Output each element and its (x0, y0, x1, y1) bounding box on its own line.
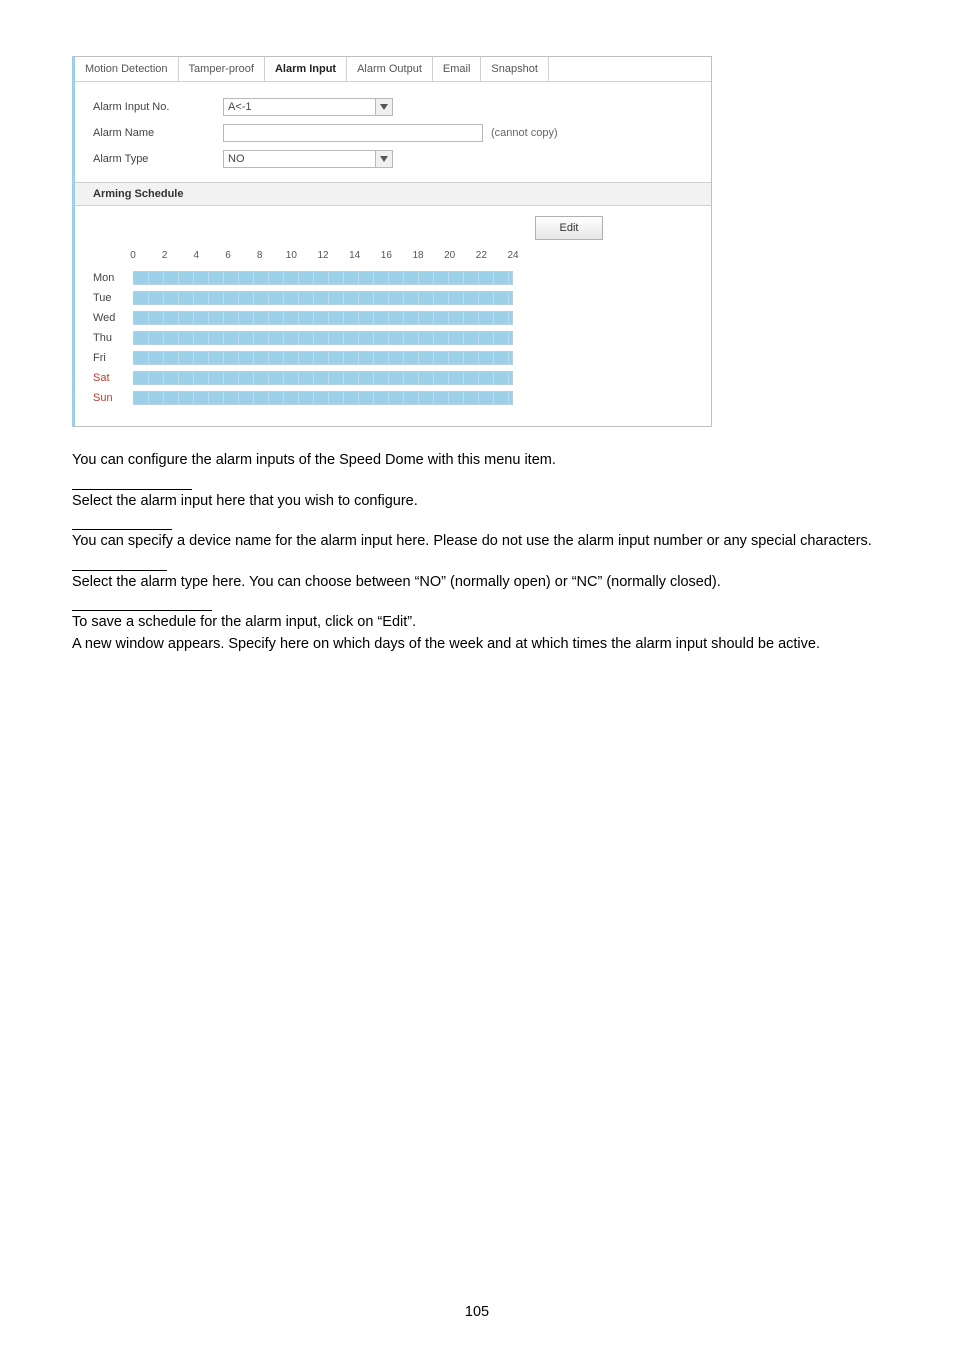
select-alarm-type-value: NO (228, 153, 245, 165)
day-label-wed: Wed (93, 308, 129, 328)
edit-button[interactable]: Edit (535, 216, 603, 240)
schedule-bar-sat[interactable] (133, 368, 513, 388)
hour-tick: 2 (162, 250, 168, 261)
chevron-down-icon (375, 151, 392, 167)
hour-tick: 16 (381, 250, 392, 261)
schedule-area: Edit 024681012141618202224 Mon Tue Wed T… (75, 206, 711, 426)
day-label-mon: Mon (93, 268, 129, 288)
section-rule (72, 529, 172, 530)
input-alarm-name[interactable] (223, 124, 483, 142)
schedule-bar-sun[interactable] (133, 388, 513, 408)
select-alarm-type[interactable]: NO (223, 150, 393, 168)
hour-tick: 6 (225, 250, 231, 261)
tab-alarm-output[interactable]: Alarm Output (347, 57, 433, 81)
config-panel: Motion Detection Tamper-proof Alarm Inpu… (72, 56, 712, 427)
hour-tick: 0 (130, 250, 136, 261)
hour-tick: 8 (257, 250, 263, 261)
label-alarm-input-no: Alarm Input No. (93, 101, 223, 113)
day-label-tue: Tue (93, 288, 129, 308)
section-rule (72, 489, 192, 490)
day-label-fri: Fri (93, 348, 129, 368)
arming-schedule-header: Arming Schedule (75, 182, 711, 206)
label-alarm-name: Alarm Name (93, 127, 223, 139)
hour-tick: 10 (286, 250, 297, 261)
tab-tamper-proof[interactable]: Tamper-proof (179, 57, 265, 81)
schedule-bar-thu[interactable] (133, 328, 513, 348)
tabs-bar: Motion Detection Tamper-proof Alarm Inpu… (75, 57, 711, 82)
schedule-bar-wed[interactable] (133, 308, 513, 328)
form-area: Alarm Input No. A<-1 Alarm Name (cannot … (75, 82, 711, 182)
tab-snapshot[interactable]: Snapshot (481, 57, 548, 81)
section-rule (72, 570, 167, 571)
para-alarm-type: Select the alarm type here. You can choo… (72, 573, 882, 593)
hour-ticks: 024681012141618202224 (133, 250, 513, 264)
hour-tick: 18 (412, 250, 423, 261)
hour-tick: 20 (444, 250, 455, 261)
hour-tick: 14 (349, 250, 360, 261)
document-body: You can configure the alarm inputs of th… (72, 451, 882, 654)
schedule-bar-tue[interactable] (133, 288, 513, 308)
tab-alarm-input[interactable]: Alarm Input (265, 57, 347, 81)
hour-tick: 24 (507, 250, 518, 261)
para-device-name: You can specify a device name for the al… (72, 532, 882, 552)
section-rule (72, 610, 212, 611)
schedule-grid: 024681012141618202224 Mon Tue Wed Thu Fr… (93, 250, 513, 408)
intro-text: You can configure the alarm inputs of th… (72, 451, 882, 471)
day-label-sat: Sat (93, 368, 129, 388)
tab-motion-detection[interactable]: Motion Detection (75, 57, 179, 81)
chevron-down-icon (375, 99, 392, 115)
day-label-thu: Thu (93, 328, 129, 348)
schedule-bar-fri[interactable] (133, 348, 513, 368)
hour-tick: 4 (194, 250, 200, 261)
select-alarm-input-no[interactable]: A<-1 (223, 98, 393, 116)
hint-cannot-copy: (cannot copy) (491, 127, 558, 139)
page-number: 105 (0, 1304, 954, 1320)
label-alarm-type: Alarm Type (93, 153, 223, 165)
tab-email[interactable]: Email (433, 57, 482, 81)
para-schedule-b: A new window appears. Specify here on wh… (72, 635, 882, 655)
hour-tick: 22 (476, 250, 487, 261)
schedule-bar-mon[interactable] (133, 268, 513, 288)
para-select-input: Select the alarm input here that you wis… (72, 492, 882, 512)
para-schedule-a: To save a schedule for the alarm input, … (72, 613, 882, 633)
day-label-sun: Sun (93, 388, 129, 408)
select-alarm-input-no-value: A<-1 (228, 101, 252, 113)
hour-tick: 12 (317, 250, 328, 261)
